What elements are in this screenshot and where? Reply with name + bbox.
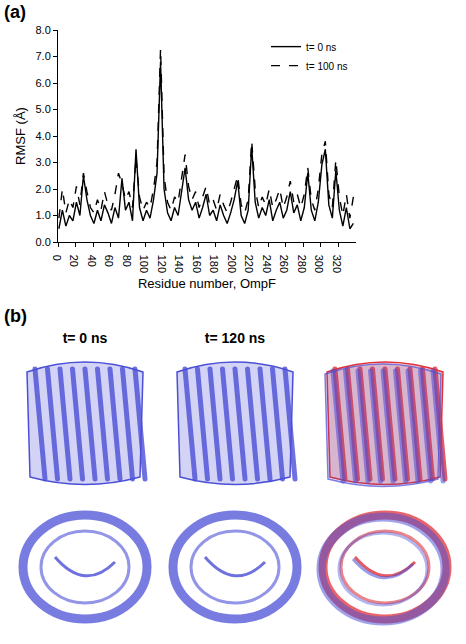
svg-text:40: 40 — [86, 255, 98, 267]
svg-text:320: 320 — [331, 255, 343, 273]
html-text:t= 0 ns: t= 0 ns — [62, 330, 108, 346]
svg-text:t= 0 ns: t= 0 ns — [306, 42, 336, 53]
svg-text:6.0: 6.0 — [36, 77, 51, 89]
html-text:(b): (b) — [4, 306, 27, 326]
svg-text:3.0: 3.0 — [36, 156, 51, 168]
svg-text:220: 220 — [243, 255, 255, 273]
svg-text:300: 300 — [313, 255, 325, 273]
svg-text:120: 120 — [156, 255, 168, 273]
svg-text:2.0: 2.0 — [36, 183, 51, 195]
svg-text:240: 240 — [261, 255, 273, 273]
svg-text:100: 100 — [138, 255, 150, 273]
html-text:t= 120 ns: t= 120 ns — [204, 330, 266, 346]
svg-text:180: 180 — [208, 255, 220, 273]
svg-text:260: 260 — [278, 255, 290, 273]
svg-text:280: 280 — [296, 255, 308, 273]
svg-text:Residue number, OmpF: Residue number, OmpF — [138, 276, 276, 291]
svg-text:8.0: 8.0 — [36, 24, 51, 36]
svg-text:80: 80 — [121, 255, 133, 267]
svg-text:4.0: 4.0 — [36, 130, 51, 142]
svg-text:5.0: 5.0 — [36, 103, 51, 115]
svg-text:1.0: 1.0 — [36, 209, 51, 221]
svg-text:140: 140 — [173, 255, 185, 273]
svg-text:0: 0 — [50, 255, 62, 261]
svg-text:160: 160 — [191, 255, 203, 273]
svg-text:200: 200 — [226, 255, 238, 273]
svg-text:20: 20 — [68, 255, 80, 267]
svg-text:0.0: 0.0 — [36, 236, 51, 248]
svg-text:t= 100 ns: t= 100 ns — [306, 61, 347, 72]
svg-text:RMSF (Å): RMSF (Å) — [13, 107, 28, 165]
svg-text:7.0: 7.0 — [36, 50, 51, 62]
html-text:(a): (a) — [4, 2, 26, 22]
svg-text:60: 60 — [103, 255, 115, 267]
